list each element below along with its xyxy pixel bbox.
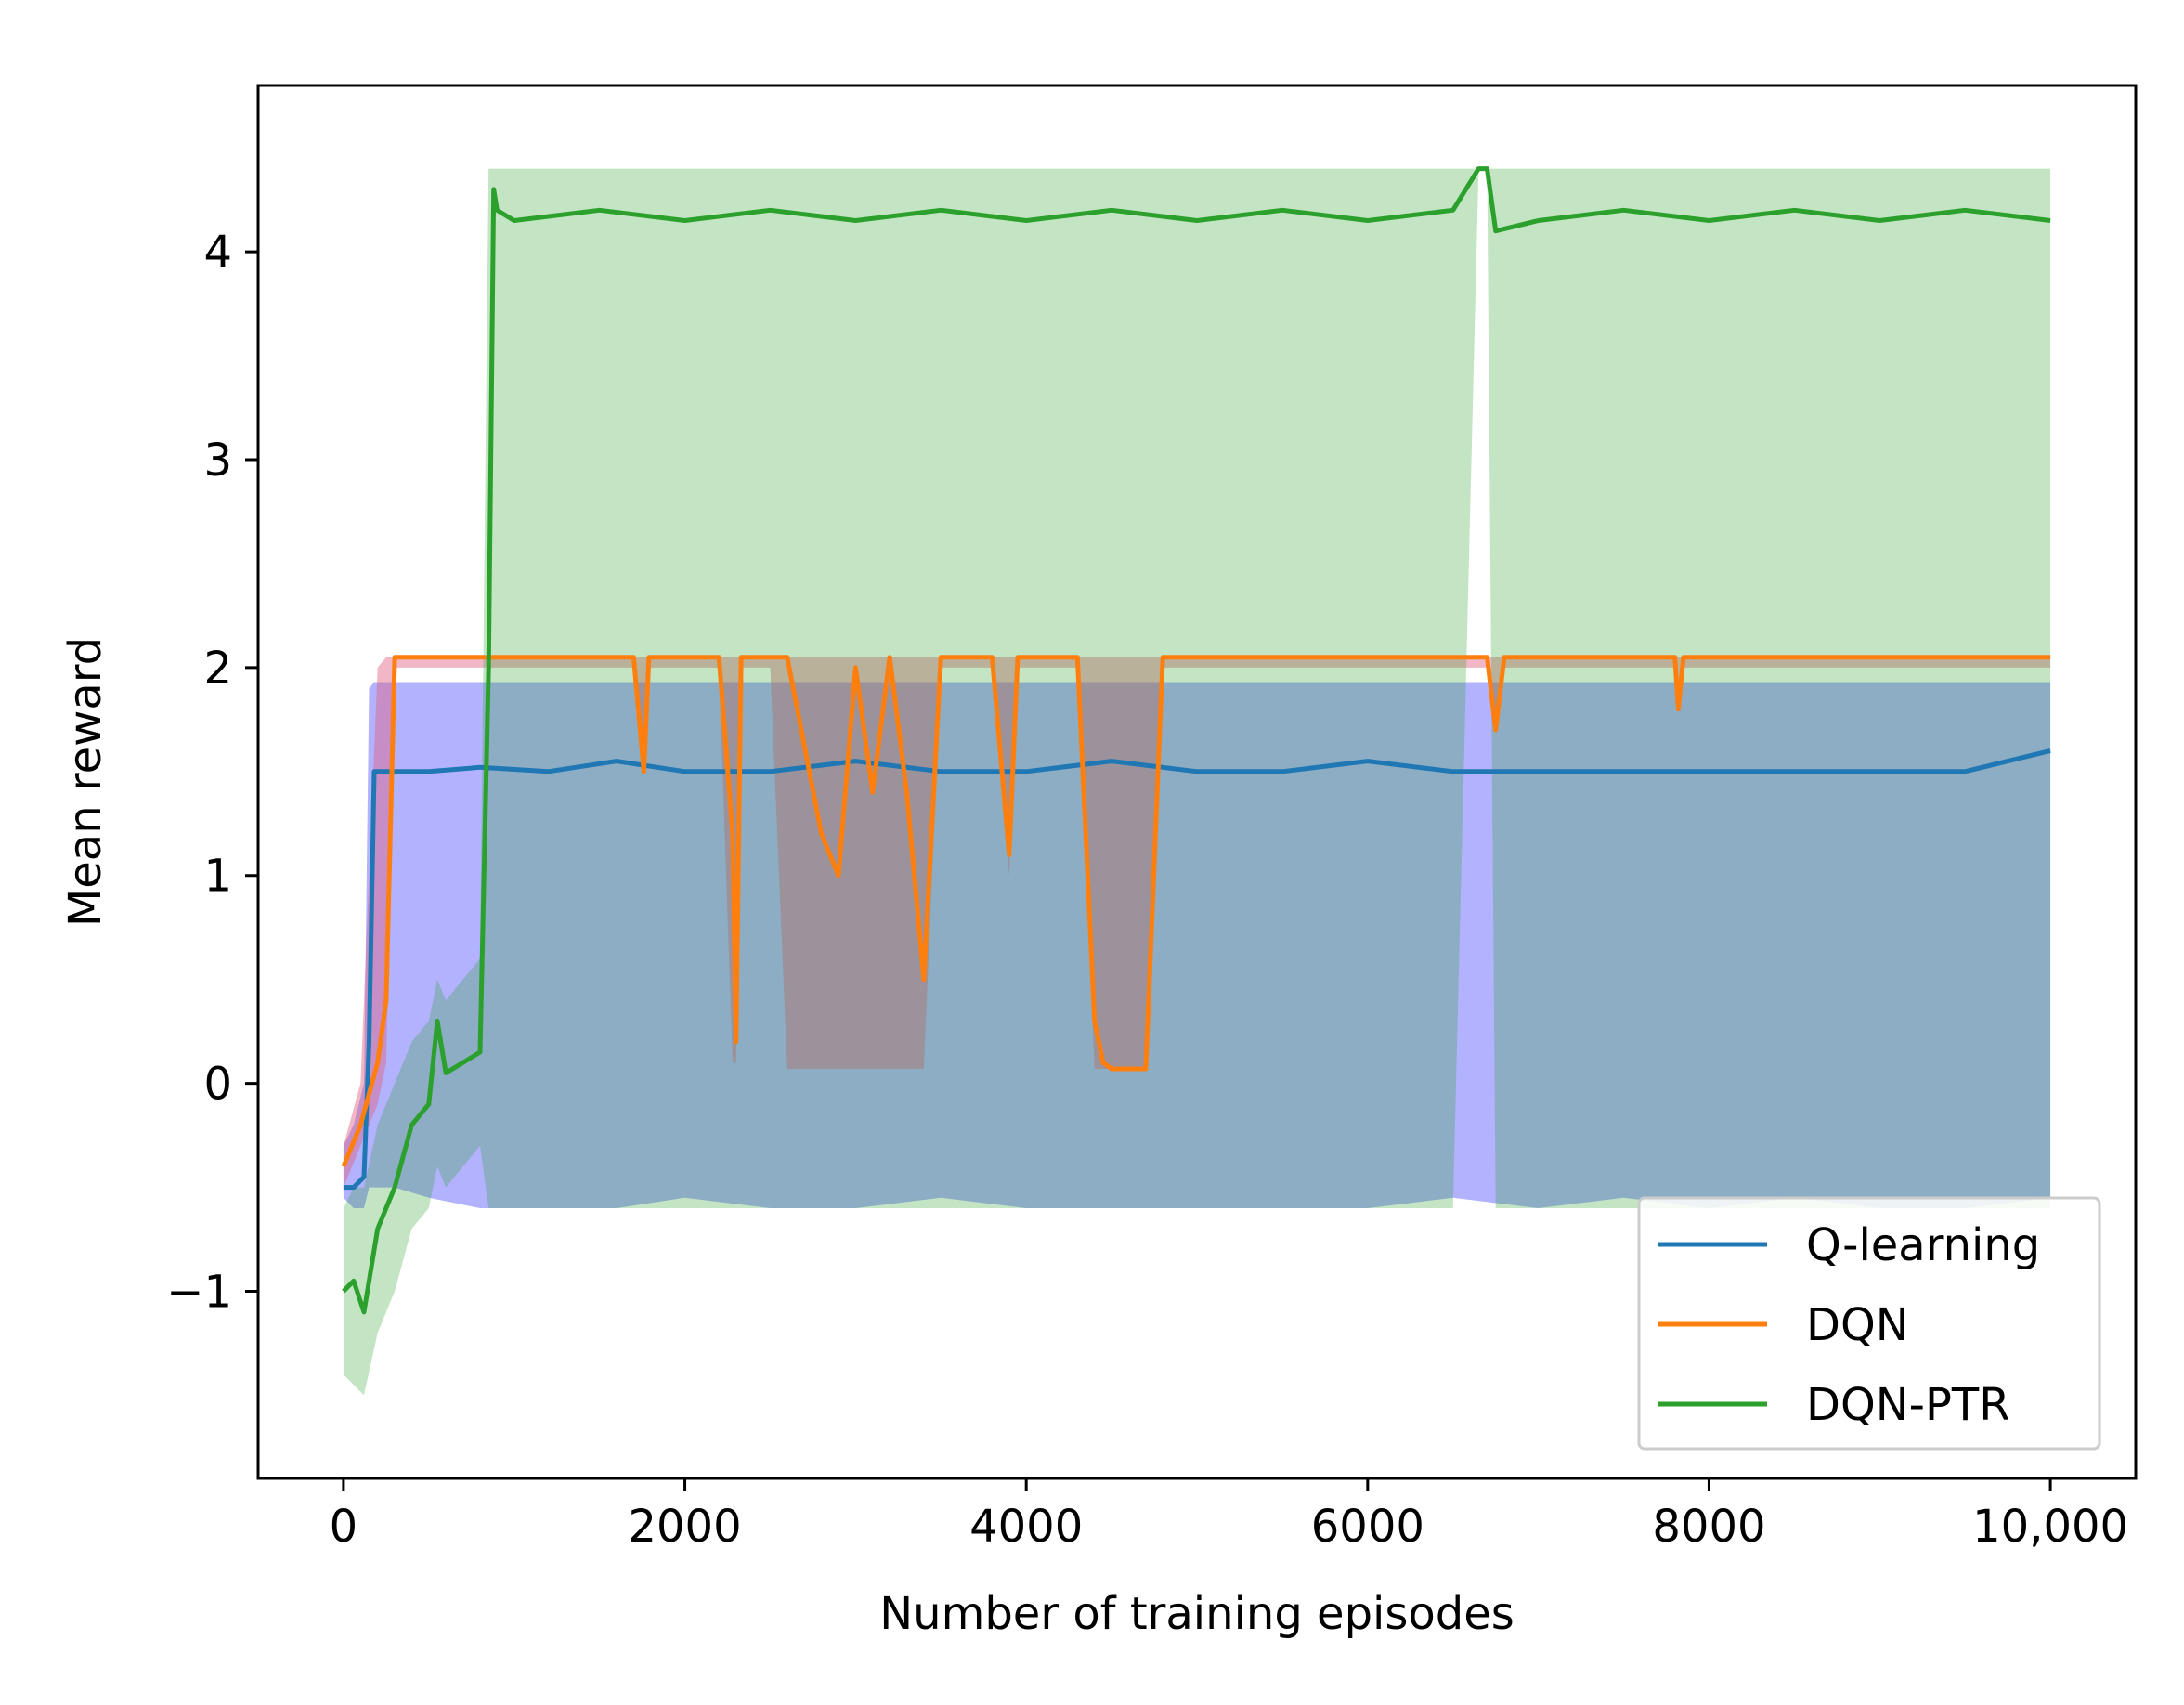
legend-label-dqn: DQN [1806, 1299, 1909, 1351]
dqn-ptr-band [343, 168, 2051, 1396]
x-axis-label: Number of training episodes [879, 1588, 1514, 1640]
plot-frame [256, 84, 2138, 1480]
q-learning-band [343, 682, 2051, 1208]
dqn-line [341, 655, 2051, 1168]
dqn-ptr-line [342, 166, 2051, 1315]
legend-label-dqn-ptr: DQN-PTR [1806, 1379, 2010, 1431]
series-lines [341, 166, 2051, 1315]
y-tick-label: 2 [203, 643, 232, 695]
q-learning-line [343, 748, 2051, 1191]
x-tick-label: 2000 [628, 1501, 741, 1553]
y-tick-label: −1 [166, 1267, 232, 1319]
confidence-bands [343, 168, 2051, 1396]
y-tick-label: 0 [203, 1059, 232, 1111]
x-tick-label: 4000 [969, 1501, 1083, 1553]
x-tick-label: 10,000 [1972, 1501, 2128, 1553]
legend: Q-learning DQN DQN-PTR [1637, 1196, 2101, 1451]
x-axis-ticks: 0 2000 4000 6000 8000 10,000 [330, 1478, 2128, 1553]
y-tick-label: 3 [203, 435, 232, 487]
legend-label-q-learning: Q-learning [1806, 1219, 2040, 1271]
y-axis-ticks: −1 0 1 2 3 4 [166, 227, 258, 1319]
legend-box [1637, 1196, 2101, 1451]
y-tick-label: 1 [203, 851, 232, 903]
y-tick-label: 4 [203, 227, 232, 279]
x-tick-label: 0 [330, 1501, 358, 1553]
x-tick-label: 8000 [1652, 1501, 1765, 1553]
x-tick-label: 6000 [1311, 1501, 1424, 1553]
y-axis-label: Mean reward [59, 637, 111, 927]
